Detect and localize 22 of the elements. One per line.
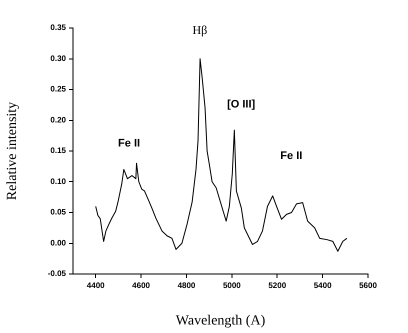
y-tick-label: 0.25 xyxy=(50,84,67,94)
y-tick-label: 0.15 xyxy=(50,146,67,156)
x-tick-label: 4600 xyxy=(132,281,151,290)
y-tick-label: -0.05 xyxy=(48,269,67,278)
y-tick-label: 0.30 xyxy=(50,54,67,63)
annotation: [O III] xyxy=(227,98,256,110)
x-tick-label: 4800 xyxy=(178,281,196,290)
annotation: Hβ xyxy=(192,23,208,38)
x-axis-title: Wavelength (A) xyxy=(176,313,266,328)
y-tick-label: 0.35 xyxy=(50,23,67,32)
annotation: Fe II xyxy=(280,150,302,162)
x-tick-label: 5000 xyxy=(222,281,242,290)
y-tick-label: 0.05 xyxy=(50,208,67,217)
y-tick-label: 0.00 xyxy=(50,238,67,248)
x-tick-label: 5200 xyxy=(268,281,287,290)
annotation: Fe II xyxy=(118,138,140,150)
y-axis-title: Relative intensity xyxy=(5,102,20,200)
x-tick-label: 5600 xyxy=(359,281,378,290)
x-tick-label: 5400 xyxy=(314,281,332,290)
y-tick-label: 0.20 xyxy=(50,115,67,124)
x-tick-label: 4400 xyxy=(86,281,106,290)
y-tick-label: 0.10 xyxy=(50,176,67,186)
